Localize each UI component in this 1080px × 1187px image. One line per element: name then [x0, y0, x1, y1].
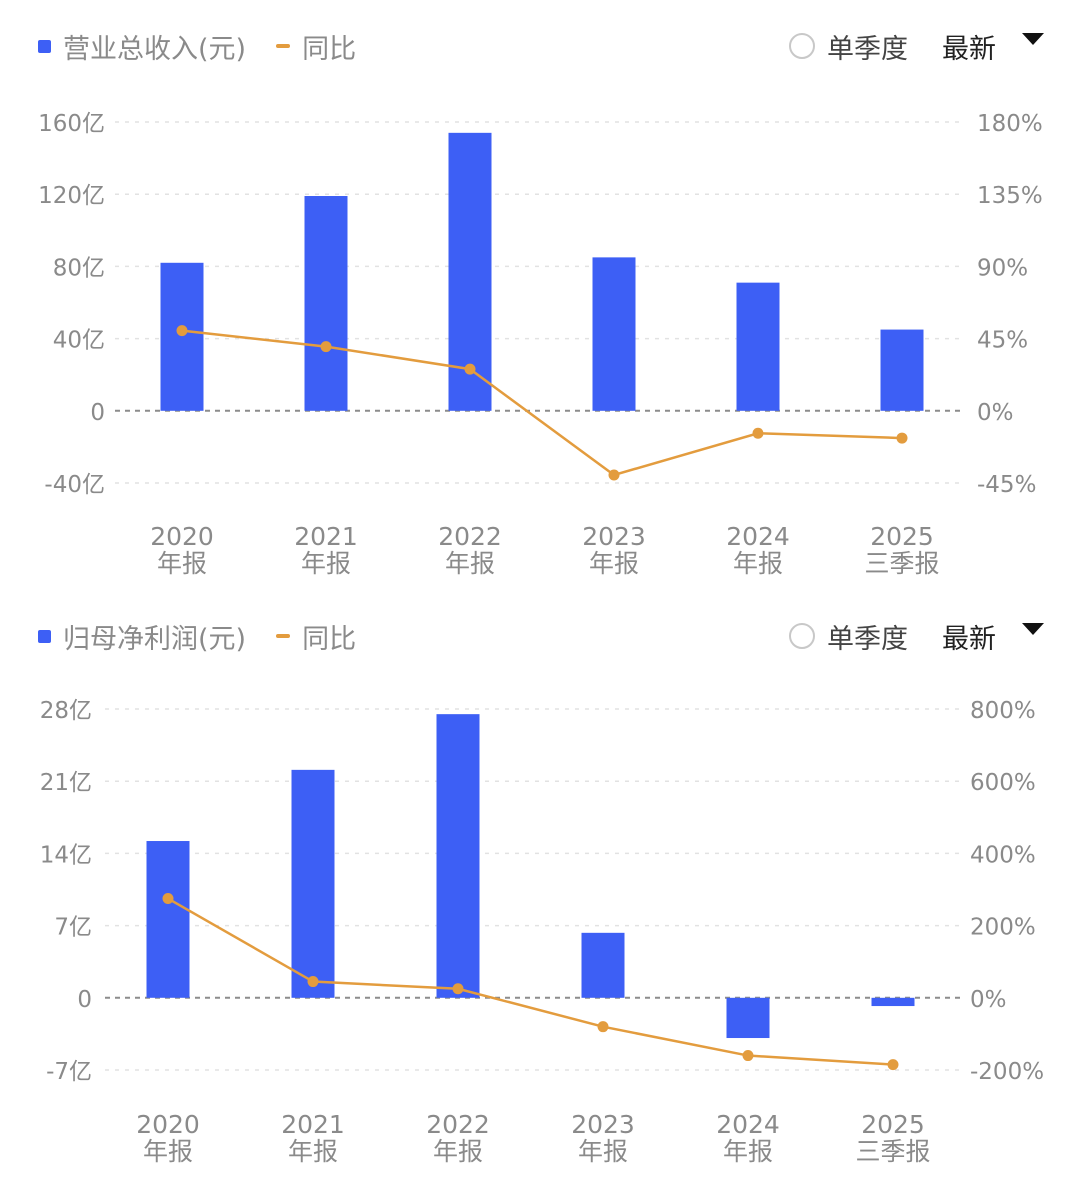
- yoy-point-2024: [752, 427, 764, 439]
- left-axis-tick-label: 28亿: [40, 698, 92, 724]
- single-quarter-label[interactable]: 单季度: [827, 33, 908, 65]
- yoy-point-2021: [320, 341, 332, 353]
- yoy-point-2020: [162, 893, 174, 905]
- x-axis-label-year: 2022: [438, 522, 502, 551]
- bar-2025: [880, 329, 924, 411]
- x-axis-label-period: 年报: [445, 549, 495, 578]
- single-quarter-radio[interactable]: [789, 33, 815, 59]
- x-axis-label-period: 三季报: [864, 549, 939, 578]
- line-legend-label: 同比: [302, 623, 357, 655]
- chart-controls: 单季度 最新: [789, 26, 1044, 66]
- bar-2023: [581, 932, 625, 998]
- left-axis-tick-label: -40亿: [44, 472, 105, 498]
- bar-2020: [146, 841, 190, 998]
- period-select[interactable]: 最新: [942, 623, 996, 655]
- bar-2024: [726, 997, 770, 1039]
- bar-legend-swatch: [38, 629, 51, 643]
- line-legend-swatch: [276, 634, 291, 638]
- yoy-point-2022: [452, 983, 464, 995]
- right-axis-tick-label: 200%: [970, 915, 1036, 941]
- right-axis-tick-label: 180%: [977, 111, 1043, 137]
- right-axis-tick-label: 800%: [970, 698, 1036, 724]
- yoy-point-2021: [307, 976, 319, 988]
- left-axis-tick-label: 7亿: [54, 915, 92, 941]
- x-axis-label-period: 年报: [143, 1137, 193, 1166]
- right-axis-tick-label: 45%: [977, 328, 1028, 354]
- x-axis-label-period: 三季报: [855, 1137, 930, 1166]
- right-axis-tick-label: -200%: [970, 1059, 1044, 1085]
- bar-2021: [304, 196, 348, 411]
- yoy-point-2023: [608, 469, 620, 481]
- bar-2022: [436, 714, 480, 998]
- x-axis-label-year: 2023: [571, 1110, 635, 1139]
- net-profit-chart-panel: 归母净利润(元) 同比 单季度 最新 28亿 800% 21亿 600% 14亿 400%…: [0, 590, 1080, 1187]
- left-axis-tick-label: 120亿: [38, 183, 105, 209]
- left-axis-tick-label: -7亿: [46, 1059, 92, 1085]
- x-axis-label-period: 年报: [578, 1137, 628, 1166]
- bar-legend-swatch: [38, 39, 51, 53]
- right-axis-tick-label: 90%: [977, 255, 1028, 281]
- line-legend-swatch: [276, 44, 291, 48]
- bar-2025: [871, 997, 915, 1007]
- left-axis-tick-label: 80亿: [53, 255, 105, 281]
- left-axis-tick-label: 40亿: [53, 328, 105, 354]
- x-axis-label-year: 2022: [426, 1110, 490, 1139]
- line-legend-label: 同比: [302, 33, 357, 65]
- x-axis-label-year: 2025: [861, 1110, 925, 1139]
- x-axis-label-year: 2025: [870, 522, 934, 551]
- yoy-point-2024: [742, 1050, 754, 1062]
- yoy-line: [181, 329, 903, 477]
- yoy-point-2022: [464, 363, 476, 375]
- yoy-point-2020: [176, 325, 188, 337]
- legend[interactable]: 归母净利润(元) 同比: [38, 616, 356, 656]
- bar-2021: [291, 769, 335, 998]
- revenue-chart-svg: 160亿 180% 120亿 135% 80亿 90% 40亿 45% 0 0% -40亿 -45% 2…: [38, 111, 1043, 578]
- yoy-line: [167, 897, 894, 1066]
- x-axis-label-year: 2024: [716, 1110, 780, 1139]
- bar-2024: [736, 282, 780, 411]
- right-axis-tick-label: 135%: [977, 183, 1043, 209]
- left-axis-tick-label: 21亿: [40, 770, 92, 796]
- x-axis-label-period: 年报: [301, 549, 351, 578]
- bar-legend-label: 营业总收入(元): [63, 33, 247, 65]
- bar-2020: [160, 262, 204, 411]
- x-axis-label-period: 年报: [723, 1137, 773, 1166]
- right-axis-tick-label: 400%: [970, 842, 1036, 868]
- period-select[interactable]: 最新: [942, 33, 996, 65]
- x-axis-label-period: 年报: [733, 549, 783, 578]
- yoy-point-2023: [597, 1021, 609, 1033]
- right-axis-tick-label: 0%: [970, 987, 1007, 1013]
- bar-2023: [592, 257, 636, 411]
- yoy-point-2025: [896, 432, 908, 444]
- right-axis-tick-label: 0%: [977, 400, 1014, 426]
- yoy-point-2025: [887, 1059, 899, 1071]
- left-axis-tick-label: 160亿: [38, 111, 105, 137]
- right-axis-tick-label: -45%: [977, 472, 1036, 498]
- left-axis-tick-label: 14亿: [40, 842, 92, 868]
- revenue-chart-panel: 营业总收入(元) 同比 单季度 最新 160亿 180% 120亿 135% 80亿 90…: [0, 0, 1080, 590]
- bar-legend-label: 归母净利润(元): [63, 623, 247, 655]
- net-profit-chart-svg: 28亿 800% 21亿 600% 14亿 400% 7亿 200% 0 0% -7亿 -200% 20…: [40, 698, 1044, 1166]
- x-axis-label-year: 2021: [281, 1110, 345, 1139]
- left-axis-tick-label: 0: [90, 400, 105, 426]
- dropdown-triangle-icon[interactable]: [1022, 623, 1044, 635]
- x-axis-label-year: 2020: [150, 522, 214, 551]
- chart-controls: 单季度 最新: [789, 616, 1044, 656]
- single-quarter-radio[interactable]: [789, 623, 815, 649]
- x-axis-label-year: 2023: [582, 522, 646, 551]
- x-axis-label-period: 年报: [589, 549, 639, 578]
- single-quarter-label[interactable]: 单季度: [827, 623, 908, 655]
- x-axis-label-year: 2021: [294, 522, 358, 551]
- dropdown-triangle-icon[interactable]: [1022, 33, 1044, 45]
- left-axis-tick-label: 0: [77, 987, 92, 1013]
- x-axis-label-period: 年报: [288, 1137, 338, 1166]
- x-axis-label-period: 年报: [157, 549, 207, 578]
- x-axis-label-period: 年报: [433, 1137, 483, 1166]
- x-axis-label-year: 2020: [136, 1110, 200, 1139]
- right-axis-tick-label: 600%: [970, 770, 1036, 796]
- x-axis-label-year: 2024: [726, 522, 790, 551]
- legend[interactable]: 营业总收入(元) 同比: [38, 26, 356, 66]
